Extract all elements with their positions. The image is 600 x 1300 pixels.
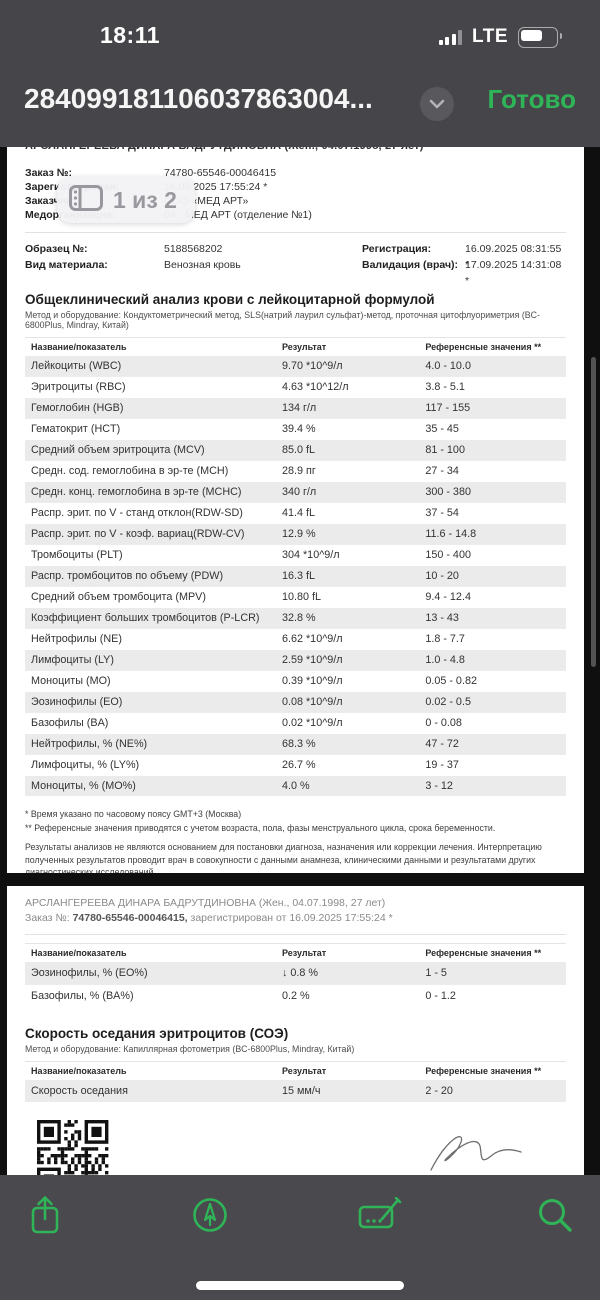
report-page-1: АРСЛАНГЕРЕЕВА ДИНАРА БАДРУТДИНОВНА (Жен.… xyxy=(7,147,584,873)
table-row: Коэффициент больших тромбоцитов (P-LCR) 3… xyxy=(25,607,566,628)
table-row: Базофилы (BA) 0.02 *10^9/л 0 - 0.08 xyxy=(25,712,566,733)
thumbnails-icon xyxy=(69,184,103,216)
col-result: Результат xyxy=(281,947,327,958)
table-row: Эритроциты (RBC) 4.63 *10^12/л 3.8 - 5.1 xyxy=(25,376,566,397)
table-row: Эозинофилы (EO) 0.08 *10^9/л 0.02 - 0.5 xyxy=(25,691,566,712)
table-row: Лимфоциты (LY) 2.59 *10^9/л 1.0 - 4.8 xyxy=(25,649,566,670)
clipped-patient-line: АРСЛАНГЕРЕЕВА ДИНАРА БАДРУТДИНОВНА (Жен.… xyxy=(25,147,566,155)
divider xyxy=(25,934,566,935)
divider xyxy=(25,232,566,233)
network-type-label: LTE xyxy=(472,26,508,47)
table-row: Нейтрофилы (NE) 6.62 *10^9/л 1.8 - 7.7 xyxy=(25,628,566,649)
table-row: Гемоглобин (HGB) 134 г/л 117 - 155 xyxy=(25,397,566,418)
table-row: Моноциты, % (MO%) 4.0 % 3 - 12 xyxy=(25,775,566,796)
table-row: Нейтрофилы, % (NE%) 68.3 % 47 - 72 xyxy=(25,733,566,754)
table-header-row: Название/показатель Результат Референсны… xyxy=(25,943,566,961)
markup-button[interactable] xyxy=(188,1193,232,1237)
search-icon xyxy=(536,1196,574,1234)
soe-method-line: Метод и оборудование: Капиллярная фотоме… xyxy=(25,1044,355,1054)
col-name: Название/показатель xyxy=(31,947,127,958)
table-row: Средний объем эритроцита (MCV) 85.0 fL 81 … xyxy=(25,439,566,460)
col-ref: Референсные значения ** xyxy=(425,947,542,958)
status-icons: LTE xyxy=(438,26,562,48)
col-ref: Референсные значения ** xyxy=(425,1065,542,1076)
results-table-continued: Название/показатель Результат Референсны… xyxy=(25,943,566,1007)
status-bar: 18:11 LTE xyxy=(0,0,600,62)
footnote-timezone: * Время указано по часовому поясу GMT+3 … xyxy=(25,809,242,819)
nav-bar: 284099181106037863004... Готово xyxy=(0,62,600,147)
soe-section-title: Скорость оседания эритроцитов (СОЭ) xyxy=(25,1026,289,1041)
fill-form-button[interactable] xyxy=(358,1193,402,1237)
document-scroll-area[interactable]: АРСЛАНГЕРЕЕВА ДИНАРА БАДРУТДИНОВНА (Жен.… xyxy=(0,147,600,1300)
form-fill-icon xyxy=(358,1197,402,1233)
markup-pen-icon xyxy=(191,1196,229,1234)
sample-info-block: Образец №: 5188568202 Регистрация: 16.09.20… xyxy=(25,241,566,287)
table-row: Лейкоциты (WBC) 9.70 *10^9/л 4.0 - 10.0 xyxy=(25,355,566,376)
share-button[interactable] xyxy=(23,1193,67,1237)
table-row: Моноциты (MO) 0.39 *10^9/л 0.05 - 0.82 xyxy=(25,670,566,691)
page-position-label: 1 из 2 xyxy=(113,186,177,213)
table-header-row: Название/показатель Результат Референсны… xyxy=(25,337,566,355)
home-indicator[interactable] xyxy=(196,1281,404,1290)
footnote-reference: ** Референсные значения приводятся с уче… xyxy=(25,823,496,833)
table-row: Тромбоциты (PLT) 304 *10^9/л 150 - 400 xyxy=(25,544,566,565)
bottom-toolbar xyxy=(0,1175,600,1300)
share-icon xyxy=(29,1195,61,1235)
kv-row: Заказ №: 74780-65546-00046415 xyxy=(25,167,277,179)
table-row: Эозинофилы, % (EO%) ↓ 0.8 % 1 - 5 xyxy=(25,961,566,984)
kv-row: Вид материала: Венозная кровь Валидация (в… xyxy=(25,259,562,287)
table-row: Гематокрит (HCT) 39.4 % 35 - 45 xyxy=(25,418,566,439)
kv-row: Образец №: 5188568202 Регистрация: 16.09.20… xyxy=(25,243,562,271)
table-row: Распр. эрит. по V - коэф. вариац(RDW-CV)… xyxy=(25,523,566,544)
title-menu-button[interactable] xyxy=(420,87,454,121)
battery-icon xyxy=(518,26,562,48)
disclaimer-text: Результаты анализов не являются основани… xyxy=(25,842,542,873)
search-button[interactable] xyxy=(533,1193,577,1237)
col-result: Результат xyxy=(281,1065,327,1076)
table-row: Средн. сод. гемоглобина в эр-те (MCH) 28.… xyxy=(25,460,566,481)
col-name: Название/показатель xyxy=(31,341,127,352)
table-row: Распр. эрит. по V - станд отклон(RDW-SD)… xyxy=(25,502,566,523)
done-button[interactable]: Готово xyxy=(487,84,576,114)
col-name: Название/показатель xyxy=(31,1065,127,1076)
table-row: Скорость оседания 15 мм/ч 2 - 20 xyxy=(25,1079,566,1102)
table-row: Средний объем тромбоцита (MPV) 10.80 fL 9.… xyxy=(25,586,566,607)
method-line: Метод и оборудование: Кондуктометрически… xyxy=(25,310,540,330)
order-number: 74780-65546-00046415, xyxy=(72,912,188,924)
table-row: Лимфоциты, % (LY%) 26.7 % 19 - 37 xyxy=(25,754,566,775)
page-position-badge: 1 из 2 xyxy=(57,177,195,223)
doctor-signature xyxy=(430,1136,522,1171)
col-ref: Референсные значения ** xyxy=(425,341,542,352)
table-row: Распр. тромбоцитов по объему (PDW) 16.3 f… xyxy=(25,565,566,586)
section-title: Общеклинический анализ крови с лейкоцита… xyxy=(25,292,435,307)
table-row: Средн. конц. гемоглобина в эр-те (MCHC) 3… xyxy=(25,481,566,502)
table-header-row: Название/показатель Результат Референсны… xyxy=(25,1061,566,1079)
results-table: Название/показатель Результат Референсны… xyxy=(25,337,566,796)
top-chrome: 18:11 LTE 284099181106037863004... Готов… xyxy=(0,0,600,147)
signal-strength-icon xyxy=(438,29,463,45)
soe-table: Название/показатель Результат Референсны… xyxy=(25,1061,566,1102)
chevron-down-icon xyxy=(429,99,445,109)
status-time: 18:11 xyxy=(99,22,161,48)
patient-name-line: АРСЛАНГЕРЕЕВА ДИНАРА БАДРУТДИНОВНА (Жен.… xyxy=(25,897,386,909)
document-title: 284099181106037863004... xyxy=(24,83,373,114)
col-result: Результат xyxy=(281,341,327,352)
order-line: Заказ №: 74780-65546-00046415, зарегистр… xyxy=(25,912,393,924)
scroll-indicator[interactable] xyxy=(591,357,596,667)
table-row: Базофилы, % (BA%) 0.2 % 0 - 1.2 xyxy=(25,984,566,1007)
